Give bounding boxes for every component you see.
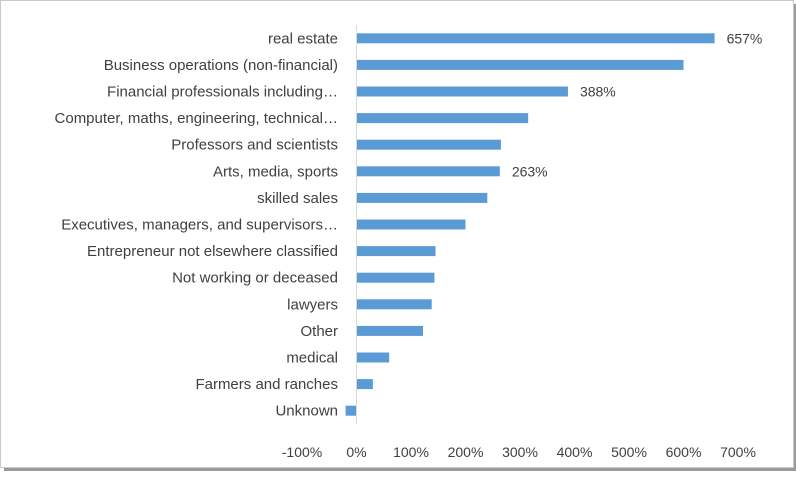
category-label: Business operations (non-financial): [104, 57, 338, 74]
category-label: skilled sales: [257, 190, 338, 207]
data-labels: 657% 388% 263%: [512, 30, 763, 179]
bar-medical: [356, 352, 390, 363]
x-tick-label: 0%: [346, 444, 366, 460]
category-label: Farmers and ranches: [195, 376, 338, 393]
bar-skilled-sales: [356, 192, 488, 203]
data-label: 657%: [727, 30, 763, 46]
bar-professors-and-scientists: [356, 139, 501, 150]
bar-other: [356, 325, 423, 336]
x-tick-label: 200%: [448, 444, 484, 460]
data-label: 388%: [580, 84, 616, 100]
frame-shadow-bottom: [4, 468, 796, 471]
bar-arts-media-sports: [356, 166, 500, 177]
x-tick-label: 600%: [666, 444, 702, 460]
category-labels: real estate Business operations (non-fina…: [55, 30, 338, 419]
bar-real-estate: [356, 33, 715, 44]
bar-executives-managers-and-supervisors: [356, 219, 466, 230]
category-label: real estate: [268, 30, 338, 47]
category-label: Arts, media, sports: [213, 163, 338, 180]
category-label: Other: [300, 323, 338, 340]
bar-financial-professionals-including: [356, 86, 568, 97]
category-label: Not working or deceased: [172, 270, 338, 287]
bar-entrepreneur-not-elsewhere-classified: [356, 246, 436, 257]
category-label: Professors and scientists: [171, 137, 338, 154]
bar-chart: real estate Business operations (non-fina…: [55, 25, 763, 460]
category-label: Entrepreneur not elsewhere classified: [87, 243, 338, 260]
bar-computer-maths-engineering-technical: [356, 113, 529, 124]
bar-not-working-or-deceased: [356, 272, 435, 283]
data-label: 263%: [512, 163, 548, 179]
x-axis-tick-labels: -100% 0% 100% 200% 300% 400% 500% 600% 700%: [282, 444, 756, 460]
category-label: Unknown: [275, 403, 338, 420]
bars-group: [345, 33, 715, 416]
x-tick-label: 100%: [393, 444, 429, 460]
category-label: Financial professionals including…: [107, 84, 338, 101]
x-tick-label: 400%: [557, 444, 593, 460]
x-tick-label: -100%: [282, 444, 322, 460]
category-label: Executives, managers, and supervisors…: [61, 217, 338, 234]
x-tick-label: 500%: [611, 444, 647, 460]
category-label: Computer, maths, engineering, technical…: [55, 110, 338, 127]
bar-business-operations-non-financial: [356, 59, 684, 70]
bar-unknown: [345, 405, 357, 416]
category-label: medical: [286, 350, 338, 367]
x-tick-label: 700%: [720, 444, 756, 460]
bar-farmers-and-ranches: [356, 379, 373, 390]
frame-shadow-right: [794, 4, 796, 470]
x-tick-label: 300%: [502, 444, 538, 460]
bar-lawyers: [356, 299, 432, 310]
category-label: lawyers: [287, 296, 338, 313]
chart-frame: real estate Business operations (non-fina…: [0, 0, 794, 468]
